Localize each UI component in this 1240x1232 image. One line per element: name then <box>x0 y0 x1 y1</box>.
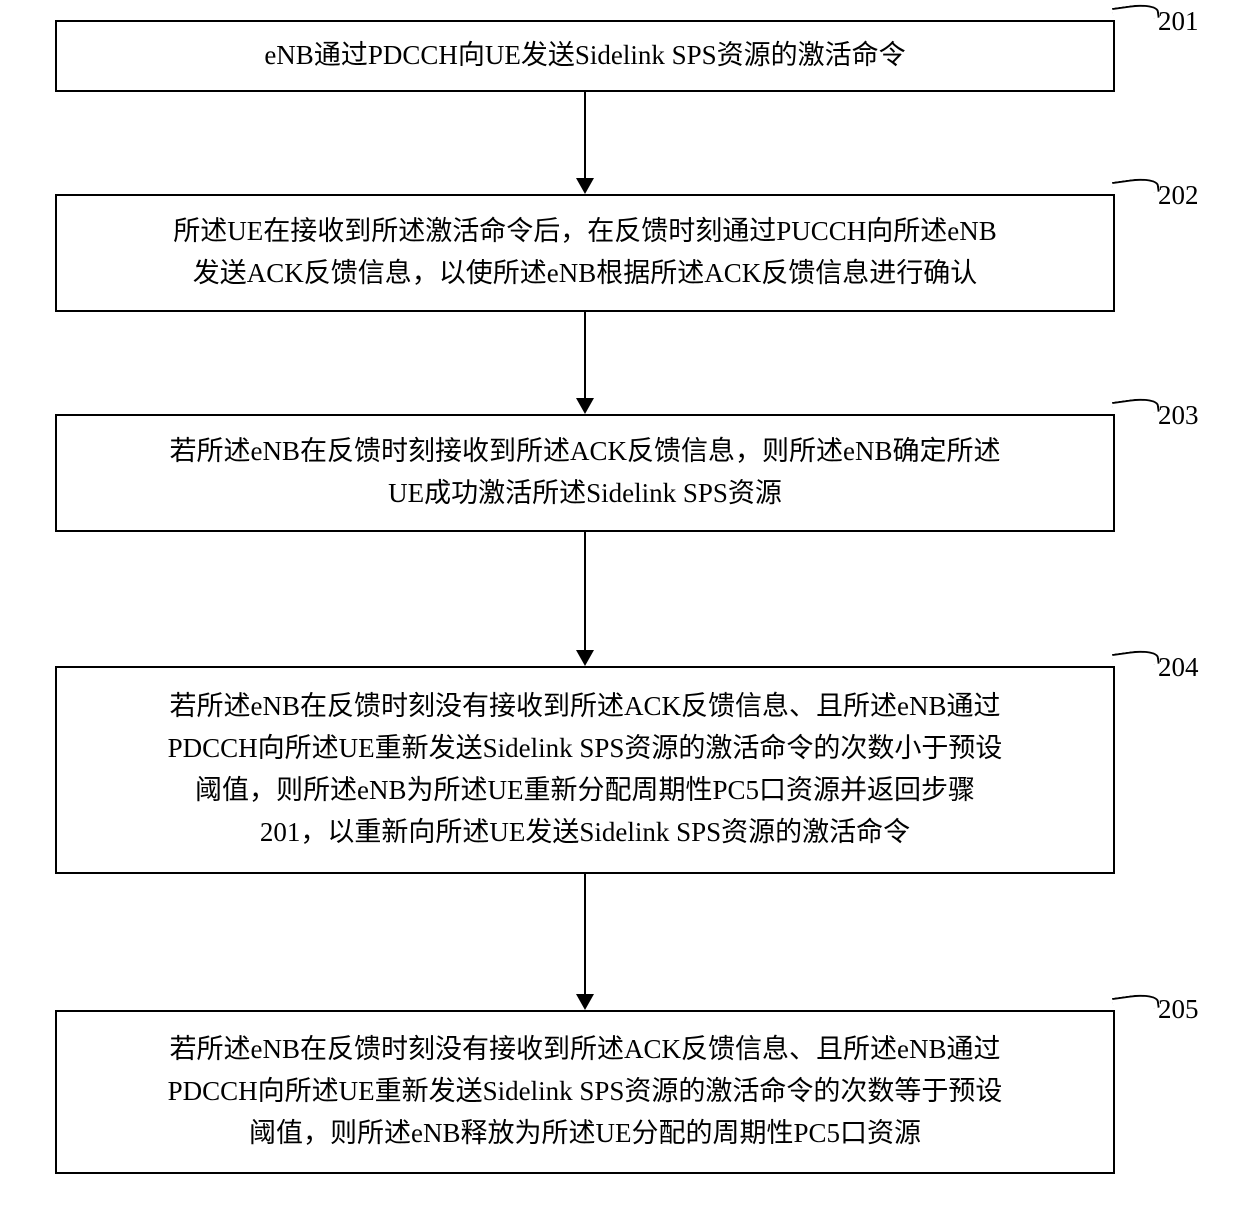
arrow-line-0 <box>584 92 586 178</box>
flow-step-205: 若所述eNB在反馈时刻没有接收到所述ACK反馈信息、且所述eNB通过 PDCCH… <box>55 1010 1115 1174</box>
step-number-204: 204 <box>1158 652 1199 683</box>
leader-line <box>1112 176 1160 198</box>
flow-step-203: 若所述eNB在反馈时刻接收到所述ACK反馈信息，则所述eNB确定所述 UE成功激… <box>55 414 1115 532</box>
step-number-205: 205 <box>1158 994 1199 1025</box>
arrow-head-icon <box>576 650 594 666</box>
arrow-line-1 <box>584 312 586 398</box>
flow-step-text: 若所述eNB在反馈时刻接收到所述ACK反馈信息，则所述eNB确定所述 UE成功激… <box>170 431 1001 515</box>
leader-line <box>1112 648 1160 670</box>
flowchart-canvas: eNB通过PDCCH向UE发送Sidelink SPS资源的激活命令 201 所述U… <box>0 0 1240 1232</box>
flow-step-202: 所述UE在接收到所述激活命令后，在反馈时刻通过PUCCH向所述eNB 发送ACK… <box>55 194 1115 312</box>
step-number-202: 202 <box>1158 180 1199 211</box>
flow-step-201: eNB通过PDCCH向UE发送Sidelink SPS资源的激活命令 <box>55 20 1115 92</box>
flow-step-text: eNB通过PDCCH向UE发送Sidelink SPS资源的激活命令 <box>264 35 905 77</box>
flow-step-text: 若所述eNB在反馈时刻没有接收到所述ACK反馈信息、且所述eNB通过 PDCCH… <box>168 686 1003 853</box>
flow-step-text: 所述UE在接收到所述激活命令后，在反馈时刻通过PUCCH向所述eNB 发送ACK… <box>173 211 997 295</box>
arrow-head-icon <box>576 178 594 194</box>
leader-line <box>1112 396 1160 418</box>
leader-line <box>1112 992 1160 1014</box>
flow-step-text: 若所述eNB在反馈时刻没有接收到所述ACK反馈信息、且所述eNB通过 PDCCH… <box>168 1029 1003 1155</box>
arrow-head-icon <box>576 398 594 414</box>
step-number-203: 203 <box>1158 400 1199 431</box>
leader-line <box>1112 2 1160 24</box>
arrow-line-2 <box>584 532 586 650</box>
flow-step-204: 若所述eNB在反馈时刻没有接收到所述ACK反馈信息、且所述eNB通过 PDCCH… <box>55 666 1115 874</box>
arrow-head-icon <box>576 994 594 1010</box>
step-number-201: 201 <box>1158 6 1199 37</box>
arrow-line-3 <box>584 874 586 994</box>
